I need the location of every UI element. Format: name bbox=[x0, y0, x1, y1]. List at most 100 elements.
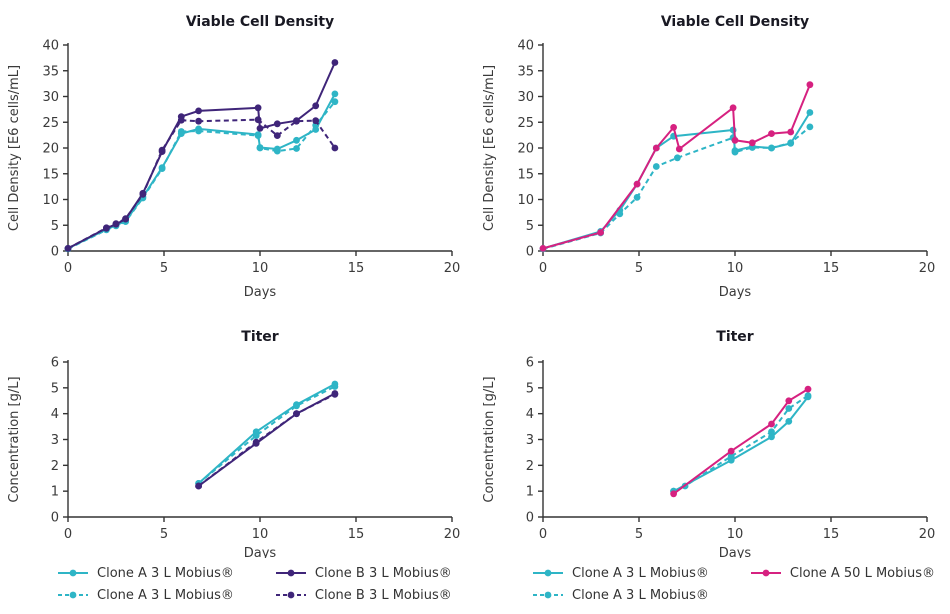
x-tick-label: 0 bbox=[64, 261, 72, 276]
data-point bbox=[670, 124, 677, 131]
data-point bbox=[633, 180, 641, 188]
data-point bbox=[252, 438, 260, 446]
data-point bbox=[122, 215, 129, 223]
legend-marker-icon bbox=[58, 591, 88, 599]
y-tick-label: 25 bbox=[517, 116, 534, 131]
legend-label: Clone A 50 L Mobius® bbox=[789, 565, 936, 581]
legend-label: Clone A 3 L Mobius® bbox=[97, 565, 234, 581]
data-point bbox=[785, 405, 793, 412]
data-point bbox=[748, 139, 756, 147]
legend-marker-icon bbox=[275, 591, 306, 599]
y-tick-label: 10 bbox=[517, 193, 534, 208]
data-point bbox=[195, 107, 203, 115]
data-point bbox=[273, 147, 281, 155]
x-tick-label: 15 bbox=[348, 527, 365, 542]
data-point bbox=[768, 420, 775, 428]
y-tick-label: 0 bbox=[51, 245, 59, 260]
data-point bbox=[785, 418, 793, 425]
legend-right: Clone A 3 L Mobius® Clone A 3 L Mobius® Cl… bbox=[475, 558, 950, 614]
chart-title: Titer bbox=[241, 329, 279, 345]
data-point bbox=[64, 245, 72, 252]
data-point bbox=[806, 81, 814, 89]
y-tick-label: 5 bbox=[526, 381, 534, 396]
chart-title: Viable Cell Density bbox=[661, 14, 809, 30]
y-tick-label: 5 bbox=[526, 219, 534, 234]
data-point bbox=[539, 245, 547, 252]
chart-viable-cell-density-right: Viable Cell Density Cell Density [E6 cell… bbox=[482, 14, 936, 300]
right-column: Viable Cell Density Cell Density [E6 cell… bbox=[475, 0, 950, 614]
x-tick-label: 0 bbox=[539, 527, 547, 542]
x-tick-label: 10 bbox=[252, 261, 269, 276]
data-point bbox=[195, 127, 203, 135]
left-column: Viable Cell Density Cell Density [E6 cell… bbox=[7, 14, 461, 605]
legend-label: Clone A 3 L Mobius® bbox=[572, 565, 709, 581]
x-tick-label: 5 bbox=[160, 527, 168, 542]
legend-label: Clone A 3 L Mobius® bbox=[572, 587, 709, 603]
y-tick-label: 20 bbox=[517, 142, 534, 157]
legend-label: Clone B 3 L Mobius® bbox=[314, 565, 452, 581]
data-point bbox=[312, 117, 320, 125]
data-point bbox=[139, 190, 147, 198]
x-tick-label: 15 bbox=[823, 261, 840, 276]
data-point bbox=[254, 104, 262, 112]
data-point bbox=[727, 447, 735, 455]
chart-viable-cell-density-left: Viable Cell Density Cell Density [E6 cell… bbox=[7, 14, 460, 300]
y-tick-label: 40 bbox=[42, 39, 59, 54]
series-line bbox=[673, 388, 809, 495]
x-axis-label: Days bbox=[244, 546, 277, 558]
x-tick-label: 20 bbox=[919, 527, 936, 542]
data-point bbox=[674, 154, 681, 162]
data-point bbox=[256, 144, 264, 152]
data-point bbox=[195, 482, 203, 490]
chart-titer-right: Titer Concentration [g/L] 0 1 2 3 4 5 6 0 5 10 15 20 D… bbox=[482, 329, 936, 558]
legend-column: Clone B 3 L Mobius® Clone B 3 L Mobius® bbox=[274, 563, 452, 605]
data-point bbox=[731, 136, 739, 144]
data-point bbox=[254, 132, 262, 140]
x-tick-label: 20 bbox=[919, 261, 936, 276]
x-tick-label: 15 bbox=[823, 527, 840, 542]
data-point bbox=[331, 390, 339, 398]
data-point bbox=[293, 145, 300, 152]
y-tick-label: 1 bbox=[526, 485, 534, 500]
y-tick-label: 10 bbox=[42, 193, 59, 208]
x-tick-label: 20 bbox=[444, 527, 461, 542]
data-point bbox=[731, 148, 739, 156]
legend-item: Clone A 3 L Mobius® bbox=[56, 563, 234, 583]
y-tick-label: 25 bbox=[42, 116, 59, 131]
y-tick-label: 0 bbox=[51, 511, 59, 526]
data-point bbox=[670, 490, 677, 498]
y-tick-label: 5 bbox=[51, 219, 59, 234]
data-point bbox=[331, 59, 339, 66]
data-point bbox=[768, 433, 775, 441]
chart-title: Titer bbox=[716, 329, 754, 345]
legend-marker-icon bbox=[58, 569, 88, 577]
legend-item: Clone A 3 L Mobius® bbox=[56, 585, 234, 605]
legend-column: Clone A 3 L Mobius® Clone A 3 L Mobius® bbox=[56, 563, 234, 605]
y-tick-label: 0 bbox=[526, 511, 534, 526]
legend-item: Clone B 3 L Mobius® bbox=[274, 563, 452, 583]
y-tick-label: 40 bbox=[517, 39, 534, 54]
y-tick-label: 3 bbox=[51, 433, 59, 448]
y-tick-label: 15 bbox=[42, 167, 59, 182]
x-tick-label: 10 bbox=[727, 261, 744, 276]
data-point bbox=[103, 224, 110, 232]
data-point bbox=[768, 130, 775, 138]
data-point bbox=[256, 124, 264, 132]
legend-marker-icon bbox=[533, 569, 563, 577]
data-point bbox=[804, 385, 812, 393]
y-tick-label: 1 bbox=[51, 485, 59, 500]
y-tick-label: 4 bbox=[51, 407, 59, 422]
data-point bbox=[804, 392, 812, 399]
data-point bbox=[806, 123, 814, 131]
series-line bbox=[197, 393, 336, 487]
data-point bbox=[112, 220, 120, 228]
data-point bbox=[293, 117, 300, 125]
data-point bbox=[652, 163, 660, 170]
y-tick-label: 30 bbox=[42, 90, 59, 105]
series-line bbox=[197, 385, 336, 485]
data-point bbox=[633, 194, 641, 201]
data-point bbox=[727, 452, 735, 460]
series-line bbox=[197, 383, 336, 485]
data-point bbox=[273, 132, 281, 140]
legend-marker-icon bbox=[275, 569, 306, 577]
